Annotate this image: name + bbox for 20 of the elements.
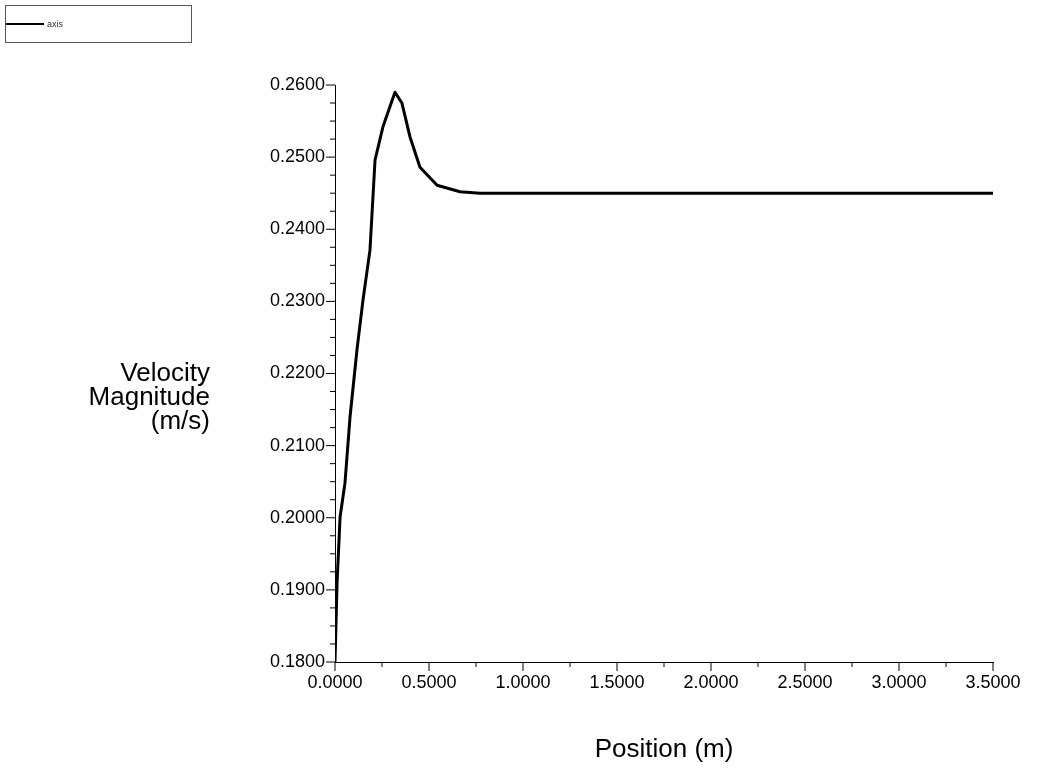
y-axis-title: Velocity Magnitude (m/s): [87, 357, 210, 435]
y-tick-label: 0.2000: [269, 506, 325, 527]
x-tick-label: 2.0000: [683, 671, 739, 692]
y-tick-label: 0.1800: [269, 650, 325, 671]
x-axis-title: Position (m): [594, 732, 734, 763]
x-tick-label: 0.5000: [401, 671, 457, 692]
y-tick-label: 0.1900: [269, 578, 325, 599]
x-tick-label: 3.5000: [965, 671, 1021, 692]
x-tick-label: 0.0000: [307, 671, 363, 692]
y-tick-label: 0.2100: [269, 434, 325, 455]
y-tick-label: 0.2600: [269, 73, 325, 94]
y-tick-label: 0.2300: [269, 290, 325, 311]
legend-label: axis: [47, 19, 64, 29]
x-tick-label: 1.0000: [495, 671, 551, 692]
y-tick-label: 0.2200: [269, 362, 325, 383]
x-tick-label: 1.5000: [589, 671, 645, 692]
y-tick-label: 0.2500: [269, 146, 325, 167]
y-tick-label: 0.2400: [269, 218, 325, 239]
x-tick-label: 3.0000: [871, 671, 927, 692]
x-tick-label: 2.5000: [777, 671, 833, 692]
